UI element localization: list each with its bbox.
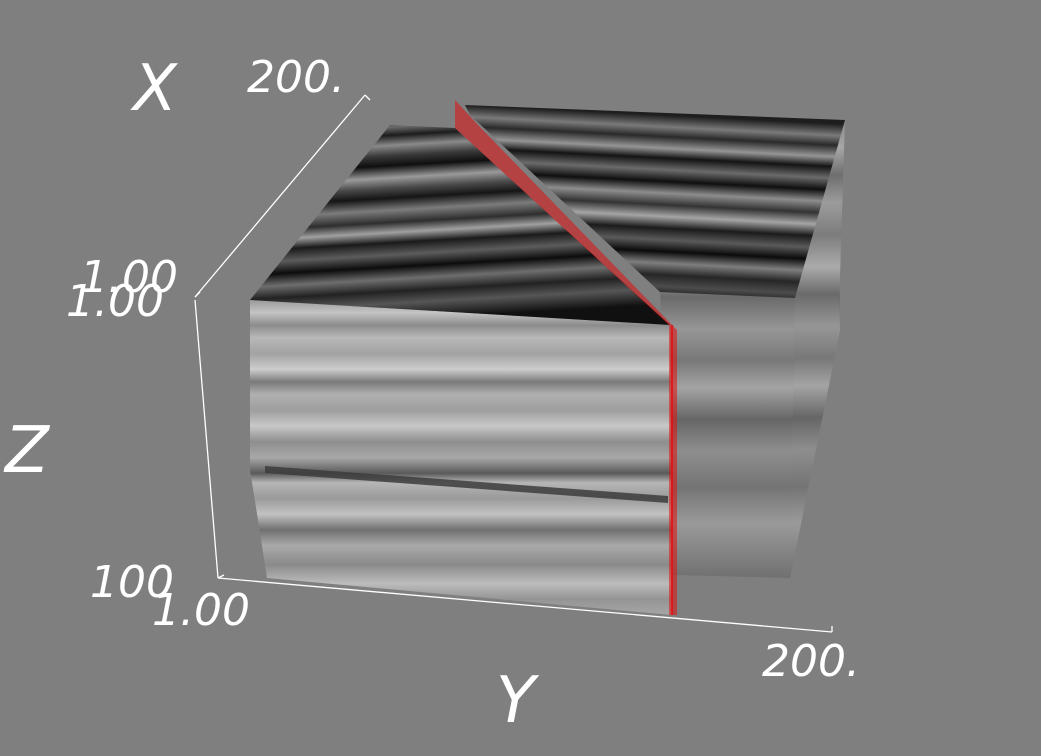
y-axis-tick-max-label: 200. — [762, 636, 860, 687]
z-axis-tick-min — [217, 574, 225, 579]
volume-right-face — [790, 120, 845, 578]
x-axis-tick-min — [194, 291, 201, 298]
seismic-volume[interactable] — [250, 100, 845, 615]
volume-front-face — [250, 300, 672, 615]
y-axis-title: Y — [496, 664, 540, 738]
z-axis-title: Z — [3, 414, 50, 488]
x-axis-tick-max-label: 200. — [247, 52, 345, 103]
x-axis-tick-max — [364, 94, 371, 101]
z-axis-tick-max-label: 1.00 — [66, 276, 164, 327]
x-axis-line — [194, 94, 366, 298]
x-axis-title: X — [130, 52, 178, 126]
front-face-dark-band — [265, 466, 668, 503]
y-axis-tick-min-label: 1.00 — [152, 585, 250, 636]
z-axis-line — [194, 299, 219, 579]
volume-top-face-right — [465, 105, 845, 298]
y-axis-line — [217, 577, 833, 633]
axes-box — [194, 94, 833, 633]
z-axis-tick-min-label: 100 — [90, 557, 174, 608]
x-axis-tick-min-label: 1.00 — [80, 252, 178, 303]
volume-top-face-left — [250, 125, 670, 325]
